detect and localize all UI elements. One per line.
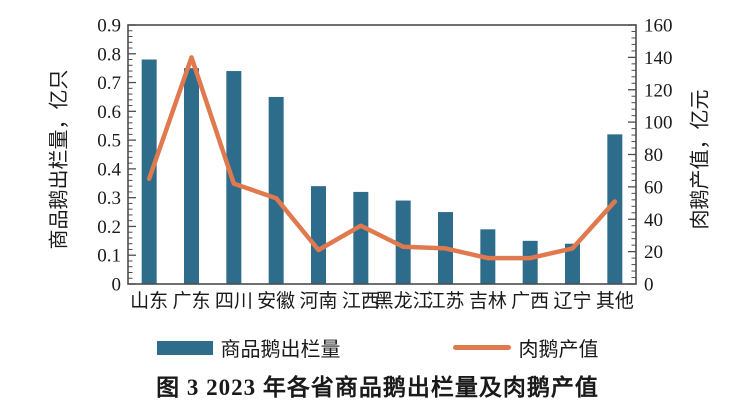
bar-辽宁 — [565, 243, 580, 285]
right-tick-label: 60 — [644, 177, 663, 198]
right-tick-label: 0 — [644, 275, 654, 296]
right-tick-label: 40 — [644, 210, 663, 231]
legend: 商品鹅出栏量 肉鹅产值 — [0, 333, 755, 362]
x-label-其他: 其他 — [596, 290, 634, 312]
legend-item-line-series: 肉鹅产值 — [452, 333, 599, 362]
x-label-江西: 江西 — [342, 290, 380, 312]
right-axis-title: 肉鹅产值，亿元 — [689, 89, 712, 230]
x-label-广西: 广西 — [511, 290, 549, 312]
bar-其他 — [607, 134, 623, 285]
bar-安徽 — [268, 96, 284, 285]
x-label-江苏: 江苏 — [426, 290, 464, 312]
right-tick-label: 160 — [644, 16, 673, 37]
left-tick-label: 0.7 — [97, 73, 121, 94]
left-tick-label: 0.4 — [97, 159, 121, 180]
x-label-河南: 河南 — [299, 290, 337, 312]
bar-广西 — [522, 240, 538, 285]
x-label-广东: 广东 — [172, 290, 210, 312]
plot-frame — [127, 24, 637, 285]
left-tick-label: 0.6 — [97, 102, 121, 123]
right-tick-label: 80 — [644, 145, 663, 166]
line-series-path — [146, 55, 618, 261]
x-label-吉林: 吉林 — [469, 290, 507, 312]
left-tick-label: 0.2 — [97, 217, 121, 238]
right-tick-label: 20 — [644, 242, 663, 263]
bar-广东 — [184, 68, 199, 285]
x-label-四川: 四川 — [215, 291, 253, 312]
figure-caption: 图 3 2023 年各省商品鹅出栏量及肉鹅产值 — [156, 375, 599, 400]
left-axis-title: 商品鹅出栏量，亿只 — [48, 69, 71, 250]
left-tick-label: 0.3 — [97, 188, 121, 209]
right-tick-label: 120 — [644, 80, 673, 101]
right-tick-label: 140 — [644, 48, 673, 69]
x-label-黑龙江: 黑龙江 — [375, 290, 432, 312]
x-label-辽宁: 辽宁 — [553, 290, 591, 312]
right-tick-label: 100 — [644, 113, 673, 134]
legend-item-bar-series: 商品鹅出栏量 — [156, 333, 341, 362]
bar-黑龙江 — [395, 200, 411, 285]
bar-series-swatch — [156, 340, 213, 355]
x-label-安徽: 安徽 — [257, 290, 295, 312]
line-series-label: 肉鹅产值 — [518, 339, 599, 361]
line-series-swatch — [452, 345, 511, 350]
left-tick-label: 0.8 — [97, 44, 121, 65]
left-tick-label: 0.9 — [97, 16, 121, 37]
bar-江西 — [353, 191, 369, 285]
left-tick-label: 0 — [112, 275, 122, 296]
bar-河南 — [311, 186, 326, 285]
left-tick-label: 0.1 — [97, 246, 121, 267]
bar-series-label: 商品鹅出栏量 — [220, 339, 341, 361]
x-label-山东: 山东 — [130, 290, 168, 312]
left-tick-label: 0.5 — [97, 131, 121, 152]
